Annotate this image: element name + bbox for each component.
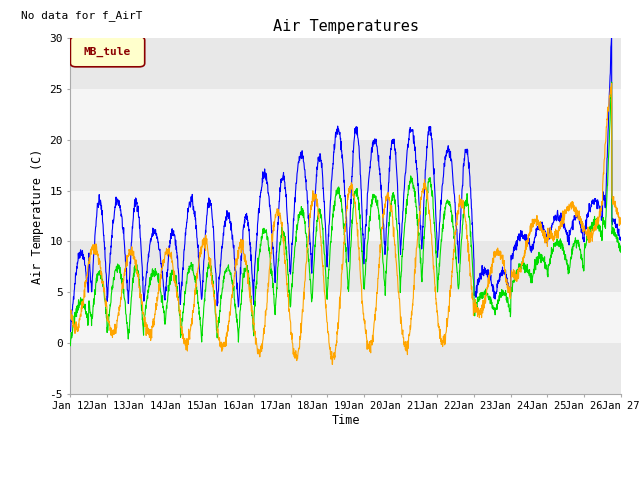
Bar bbox=[70, 343, 621, 394]
Text: No data for f_AirT: No data for f_AirT bbox=[21, 10, 142, 21]
Bar bbox=[70, 38, 621, 89]
Bar bbox=[70, 191, 621, 241]
Legend: li75_t, li77_temp, Tsonic: li75_t, li77_temp, Tsonic bbox=[193, 478, 499, 480]
FancyBboxPatch shape bbox=[70, 36, 145, 67]
Bar bbox=[70, 292, 621, 343]
Y-axis label: Air Temperature (C): Air Temperature (C) bbox=[31, 148, 44, 284]
X-axis label: Time: Time bbox=[332, 414, 360, 427]
Title: Air Temperatures: Air Temperatures bbox=[273, 20, 419, 35]
Bar bbox=[70, 89, 621, 140]
Text: MB_tule: MB_tule bbox=[84, 47, 131, 57]
Bar bbox=[70, 241, 621, 292]
Bar bbox=[70, 140, 621, 191]
